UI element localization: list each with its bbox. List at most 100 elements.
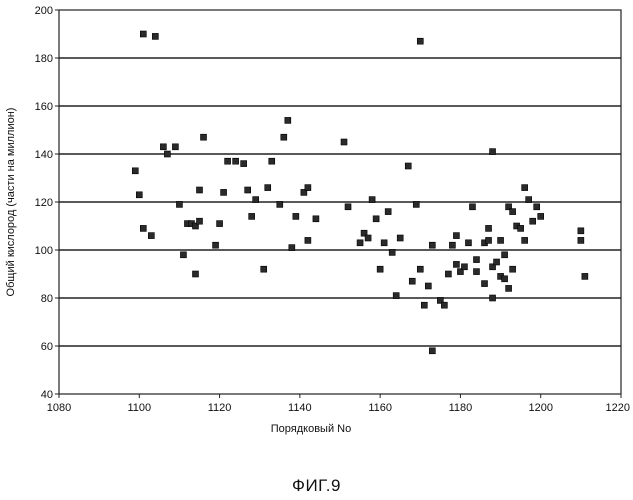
data-point: [445, 271, 451, 277]
data-point: [281, 134, 287, 140]
data-point: [453, 261, 459, 267]
data-point: [172, 144, 178, 150]
data-point: [530, 218, 536, 224]
data-point: [510, 209, 516, 215]
y-axis-title: Общий кислород (части на миллион): [5, 108, 17, 297]
data-point: [417, 266, 423, 272]
data-point: [393, 293, 399, 299]
data-point: [313, 216, 319, 222]
data-point: [397, 235, 403, 241]
data-point: [180, 252, 186, 258]
data-point: [405, 163, 411, 169]
data-point: [453, 233, 459, 239]
data-point: [417, 38, 423, 44]
data-point: [197, 218, 203, 224]
data-point: [522, 185, 528, 191]
data-point: [285, 117, 291, 123]
data-point: [441, 302, 447, 308]
data-point: [389, 249, 395, 255]
data-point: [498, 237, 504, 243]
data-point: [225, 158, 231, 164]
data-point: [518, 225, 524, 231]
data-point: [502, 276, 508, 282]
data-point: [241, 161, 247, 167]
data-point: [510, 266, 516, 272]
data-point: [233, 158, 239, 164]
data-point: [249, 213, 255, 219]
data-point: [473, 269, 479, 275]
data-point: [341, 139, 347, 145]
data-point: [461, 264, 467, 270]
y-tick-label: 140: [35, 149, 53, 161]
data-point: [217, 221, 223, 227]
data-point: [429, 242, 435, 248]
data-point: [140, 31, 146, 37]
x-tick-label: 1220: [606, 402, 630, 414]
data-point: [369, 197, 375, 203]
data-point: [176, 201, 182, 207]
y-tick-label: 80: [41, 293, 53, 305]
x-tick-label: 1100: [127, 402, 151, 414]
data-point: [245, 187, 251, 193]
data-point: [421, 302, 427, 308]
data-point: [261, 266, 267, 272]
data-point: [305, 237, 311, 243]
y-tick-label: 40: [41, 389, 53, 401]
x-tick-label: 1080: [47, 402, 71, 414]
data-point: [473, 257, 479, 263]
data-points: [132, 31, 588, 354]
data-point: [152, 33, 158, 39]
y-tick-label: 60: [41, 341, 53, 353]
data-point: [482, 281, 488, 287]
x-axis-title: Порядковый No: [271, 423, 351, 435]
scatter-chart: 40 60 80 100 120 140 160 180 200 1080 1100 1120 1140…: [0, 0, 633, 440]
data-point: [425, 283, 431, 289]
y-tick-label: 160: [35, 101, 53, 113]
data-point: [522, 237, 528, 243]
data-point: [277, 201, 283, 207]
data-point: [345, 204, 351, 210]
y-tick-label: 200: [35, 5, 53, 17]
data-point: [160, 144, 166, 150]
data-point: [582, 273, 588, 279]
x-tick-label: 1180: [449, 402, 473, 414]
data-point: [213, 242, 219, 248]
data-point: [469, 204, 475, 210]
y-tick-label: 180: [35, 53, 53, 65]
data-point: [201, 134, 207, 140]
data-point: [269, 158, 275, 164]
data-point: [381, 240, 387, 246]
grid-lines: [59, 58, 621, 346]
data-point: [486, 237, 492, 243]
data-point: [578, 237, 584, 243]
axes: 40 60 80 100 120 140 160 180 200 1080 1100 1120 1140…: [35, 5, 630, 414]
x-tick-label: 1200: [528, 402, 552, 414]
data-point: [490, 295, 496, 301]
figure-caption: ФИГ.9: [0, 476, 633, 496]
x-tick-label: 1120: [208, 402, 232, 414]
data-point: [506, 285, 512, 291]
data-point: [413, 201, 419, 207]
data-point: [490, 149, 496, 155]
y-tick-label: 120: [35, 197, 53, 209]
data-point: [385, 209, 391, 215]
data-point: [449, 242, 455, 248]
data-point: [197, 187, 203, 193]
data-point: [192, 271, 198, 277]
data-point: [164, 151, 170, 157]
data-point: [136, 192, 142, 198]
data-point: [365, 235, 371, 241]
data-point: [132, 168, 138, 174]
data-point: [221, 189, 227, 195]
y-tick-label: 100: [35, 245, 53, 257]
data-point: [265, 185, 271, 191]
data-point: [373, 216, 379, 222]
data-point: [357, 240, 363, 246]
data-point: [538, 213, 544, 219]
data-point: [377, 266, 383, 272]
data-point: [289, 245, 295, 251]
x-tick-label: 1160: [368, 402, 392, 414]
data-point: [140, 225, 146, 231]
data-point: [148, 233, 154, 239]
x-tick-label: 1140: [288, 402, 312, 414]
